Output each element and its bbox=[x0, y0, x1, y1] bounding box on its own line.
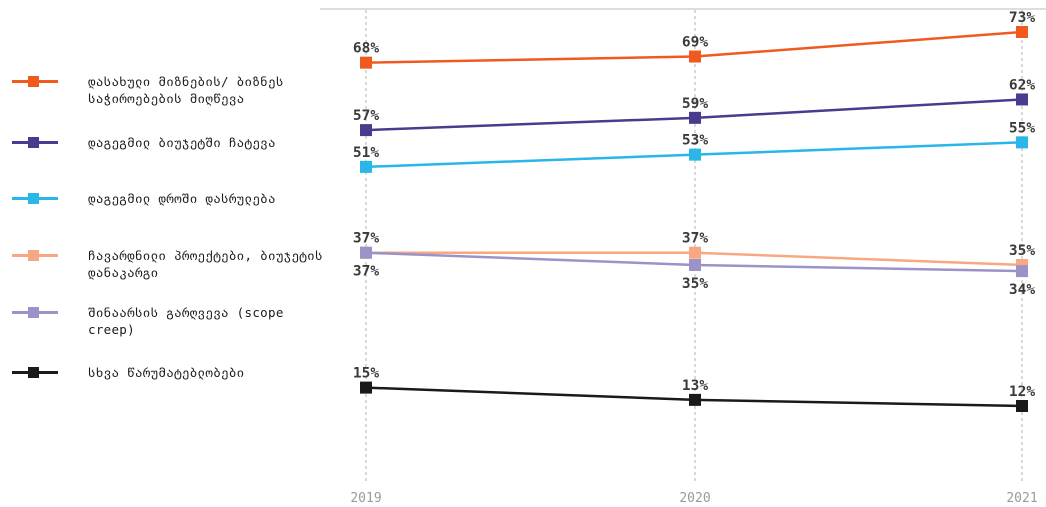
data-point-1-0 bbox=[360, 124, 372, 137]
data-label-5-2: 12% bbox=[1009, 384, 1035, 400]
data-point-2-0 bbox=[360, 160, 372, 173]
x-tick-label-2019: 2019 bbox=[350, 491, 381, 506]
data-label-2-1: 53% bbox=[682, 133, 708, 149]
legend-label-budget: დაგეგმილ ბიუჯეტში ჩატევა bbox=[88, 135, 276, 150]
data-point-5-2 bbox=[1016, 400, 1028, 412]
data-label-2-0: 51% bbox=[353, 145, 379, 161]
legend-swatch-goals bbox=[12, 76, 58, 87]
legend-swatch-time bbox=[12, 193, 58, 204]
data-point-0-2 bbox=[1016, 26, 1028, 38]
data-label-0-2: 73% bbox=[1009, 10, 1035, 26]
data-label-3-2: 35% bbox=[1009, 243, 1035, 259]
data-point-1-2 bbox=[1016, 93, 1028, 106]
legend-label-other: სხვა წარუმატებლობები bbox=[88, 365, 245, 380]
legend-label-failed: ჩავარდნილი პროექტები, ბიუჯეტის დანაკარგი bbox=[88, 248, 323, 280]
data-label-3-0: 37% bbox=[353, 231, 379, 247]
data-label-5-0: 15% bbox=[353, 366, 379, 382]
data-label-1-0: 57% bbox=[353, 108, 379, 124]
data-point-3-1 bbox=[689, 246, 701, 259]
data-point-2-2 bbox=[1016, 136, 1028, 149]
legend-swatch-scope bbox=[12, 307, 58, 318]
data-point-0-0 bbox=[360, 56, 372, 69]
data-point-4-2 bbox=[1016, 265, 1028, 278]
data-label-1-2: 62% bbox=[1009, 77, 1035, 93]
data-point-1-1 bbox=[689, 111, 701, 124]
legend-label-time: დაგეგმილ დროში დასრულება bbox=[88, 191, 276, 206]
data-label-4-2: 34% bbox=[1009, 282, 1035, 298]
legend-swatch-budget bbox=[12, 137, 58, 148]
legend-label-scope: შინაარსის გარღვევა (scope creep) bbox=[88, 305, 284, 337]
data-label-0-0: 68% bbox=[353, 41, 379, 57]
data-point-5-0 bbox=[360, 381, 372, 394]
data-label-5-1: 13% bbox=[682, 378, 708, 394]
x-tick-label-2021: 2021 bbox=[1006, 491, 1037, 506]
data-point-0-1 bbox=[689, 50, 701, 63]
data-point-5-1 bbox=[689, 393, 701, 406]
data-label-2-2: 55% bbox=[1009, 120, 1035, 136]
data-label-1-1: 59% bbox=[682, 96, 708, 112]
data-label-4-1: 35% bbox=[682, 276, 708, 292]
data-point-2-1 bbox=[689, 148, 701, 161]
data-point-4-1 bbox=[689, 258, 701, 271]
legend-swatch-other bbox=[12, 367, 58, 378]
legend-swatch-failed bbox=[12, 250, 58, 261]
data-label-3-1: 37% bbox=[682, 231, 708, 247]
data-label-0-1: 69% bbox=[682, 35, 708, 51]
x-tick-label-2020: 2020 bbox=[679, 491, 710, 506]
data-point-4-0 bbox=[360, 246, 372, 259]
data-label-4-0: 37% bbox=[353, 264, 379, 280]
legend-label-goals: დასახული მიზნების/ ბიზნეს საჭიროებების მ… bbox=[88, 74, 284, 106]
